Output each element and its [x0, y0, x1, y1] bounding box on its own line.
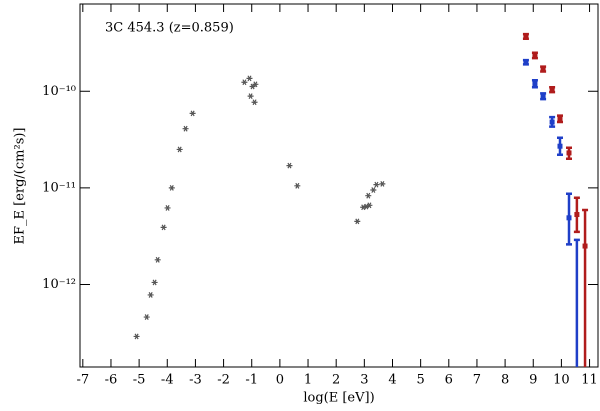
data-point	[251, 99, 258, 106]
data-point	[379, 180, 386, 187]
data-point	[164, 205, 171, 211]
x-tick-label: -6	[105, 373, 118, 388]
data-point	[246, 75, 253, 82]
data-point	[160, 224, 167, 231]
x-tick-label: -4	[161, 373, 174, 388]
data-point	[574, 212, 580, 218]
data-point	[143, 314, 150, 320]
data-point	[182, 125, 189, 132]
data-point	[582, 243, 588, 249]
x-tick-label: 8	[501, 373, 509, 388]
data-point	[294, 182, 301, 189]
plot-area	[133, 32, 589, 367]
data-point	[557, 143, 563, 149]
data-point	[370, 187, 377, 193]
data-point	[523, 33, 529, 39]
data-point	[566, 215, 572, 221]
y-tick-label: 10⁻¹¹	[42, 180, 76, 195]
x-tick-label: -1	[245, 373, 258, 388]
x-tick-label: -5	[133, 373, 146, 388]
x-axis-label: log(E [eV])	[303, 391, 374, 406]
data-point	[365, 192, 372, 199]
x-tick-label: 7	[473, 373, 481, 388]
error-bar	[582, 208, 589, 367]
data-point	[360, 204, 367, 211]
data-point	[133, 333, 140, 340]
data-point	[286, 162, 293, 169]
x-tick-label: 11	[581, 373, 598, 388]
data-point	[252, 81, 259, 88]
x-tick-label: -7	[76, 373, 89, 388]
data-point	[557, 116, 563, 122]
data-point	[549, 86, 555, 92]
data-point	[147, 292, 154, 298]
error-bar	[573, 238, 580, 367]
data-point	[154, 256, 161, 263]
x-tick-label: 9	[529, 373, 537, 388]
y-tick-label: 10⁻¹⁰	[42, 84, 76, 99]
data-point	[189, 110, 196, 117]
x-tick-label: 4	[388, 373, 396, 388]
x-tick-label: 0	[276, 373, 284, 388]
x-tick-label: 10	[553, 373, 570, 388]
x-tick-label: -3	[189, 373, 202, 388]
y-tick-label: 10⁻¹²	[42, 277, 76, 292]
data-point	[532, 81, 538, 87]
data-point	[151, 279, 158, 286]
x-tick-label: 6	[445, 373, 453, 388]
annotation: 3C 454.3 (z=0.859)	[105, 21, 234, 36]
data-point	[241, 79, 248, 86]
x-tick-label: 5	[417, 373, 425, 388]
data-point	[168, 184, 175, 191]
data-point	[540, 66, 546, 72]
x-tick-label: 3	[360, 373, 368, 388]
data-point	[532, 52, 538, 58]
data-point	[566, 150, 572, 156]
y-axis-label: EF_E [erg/(cm²s)]	[13, 127, 28, 244]
data-point	[366, 202, 373, 209]
x-tick-label: -2	[217, 373, 230, 388]
data-point	[247, 93, 254, 100]
data-point	[373, 181, 380, 188]
data-point	[523, 59, 529, 65]
x-tick-label: 1	[304, 373, 312, 388]
data-point	[176, 146, 183, 153]
data-point	[354, 218, 361, 225]
data-point	[540, 93, 546, 99]
plot-frame	[79, 3, 599, 368]
data-point	[549, 119, 555, 125]
x-tick-label: 2	[332, 373, 340, 388]
